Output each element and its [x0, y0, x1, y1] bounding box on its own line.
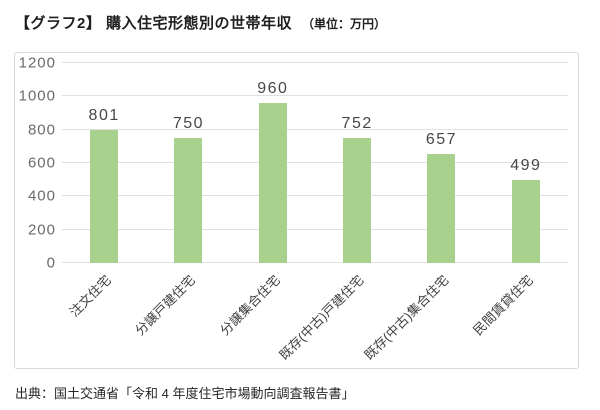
bar-2	[174, 138, 203, 263]
chart-unit-label: （単位：万円）	[302, 17, 387, 31]
category-slot-2: 分譲戸建住宅	[133, 269, 230, 368]
chart-frame: 0 200 400 600 800 1000 1200 801 750 960 752 657 499…	[14, 52, 579, 369]
category-label-1: 注文住宅	[66, 272, 115, 320]
gridline-0	[62, 262, 568, 263]
bar-6	[511, 179, 540, 263]
y-tick-label-0: 0	[46, 254, 56, 272]
category-slot-4: 既存(中古)戸建住宅	[277, 269, 399, 368]
category-labels: 注文住宅 分譲戸建住宅 分譲集合住宅 既存(中古)戸建住宅 既存(中古)集合住宅 民間賃貸…	[62, 269, 568, 368]
gridline-200	[62, 228, 568, 230]
bar-slot-4: 752	[315, 63, 399, 263]
category-slot-6: 民間賃貸住宅	[470, 269, 568, 368]
y-tick-label-400: 400	[27, 187, 56, 205]
y-tick-label-1000: 1000	[18, 87, 56, 105]
category-slot-3: 分譲集合住宅	[217, 269, 315, 368]
bar-value-label-2: 750	[172, 115, 205, 132]
bar-1	[90, 129, 119, 263]
chart-header: 【グラフ2】 購入住宅形態別の世帯年収 （単位：万円）	[15, 12, 386, 33]
bar-value-label-5: 657	[425, 130, 458, 148]
gridline-1200	[62, 62, 568, 63]
y-tick-label-600: 600	[27, 154, 56, 172]
gridline-600	[62, 162, 568, 163]
plot-area: 801 750 960 752 657 499	[62, 62, 568, 263]
bar-slot-6: 499	[484, 63, 568, 263]
y-tick-label-800: 800	[27, 121, 56, 139]
bar-slot-3: 960	[231, 63, 315, 263]
bar-slot-2: 750	[146, 63, 230, 263]
bar-value-label-4: 752	[341, 114, 373, 132]
source-text: 出典：国土交通省「令和 4 年度住宅市場動向調査報告書」	[15, 386, 355, 401]
bar-4	[343, 137, 372, 263]
gridline-800	[62, 128, 568, 130]
category-slot-5: 既存(中古)集合住宅	[361, 269, 483, 368]
bar-value-label-6: 499	[510, 156, 542, 174]
chart-title: 【グラフ2】 購入住宅形態別の世帯年収	[15, 15, 293, 32]
bar-5	[427, 153, 456, 263]
bar-slot-5: 657	[399, 63, 483, 263]
bar-value-label-1: 801	[88, 106, 120, 124]
bars-row: 801 750 960 752 657 499	[62, 63, 568, 263]
y-tick-label-200: 200	[27, 221, 56, 239]
gridline-1000	[62, 95, 568, 97]
y-axis-labels: 0 200 400 600 800 1000 1200	[17, 56, 56, 271]
bar-slot-1: 801	[62, 63, 146, 263]
bar-value-label-3: 960	[257, 80, 289, 97]
bar-3	[258, 103, 287, 263]
gridline-400	[62, 195, 568, 197]
category-slot-1: 注文住宅	[62, 269, 146, 368]
y-tick-label-1200: 1200	[18, 54, 56, 72]
